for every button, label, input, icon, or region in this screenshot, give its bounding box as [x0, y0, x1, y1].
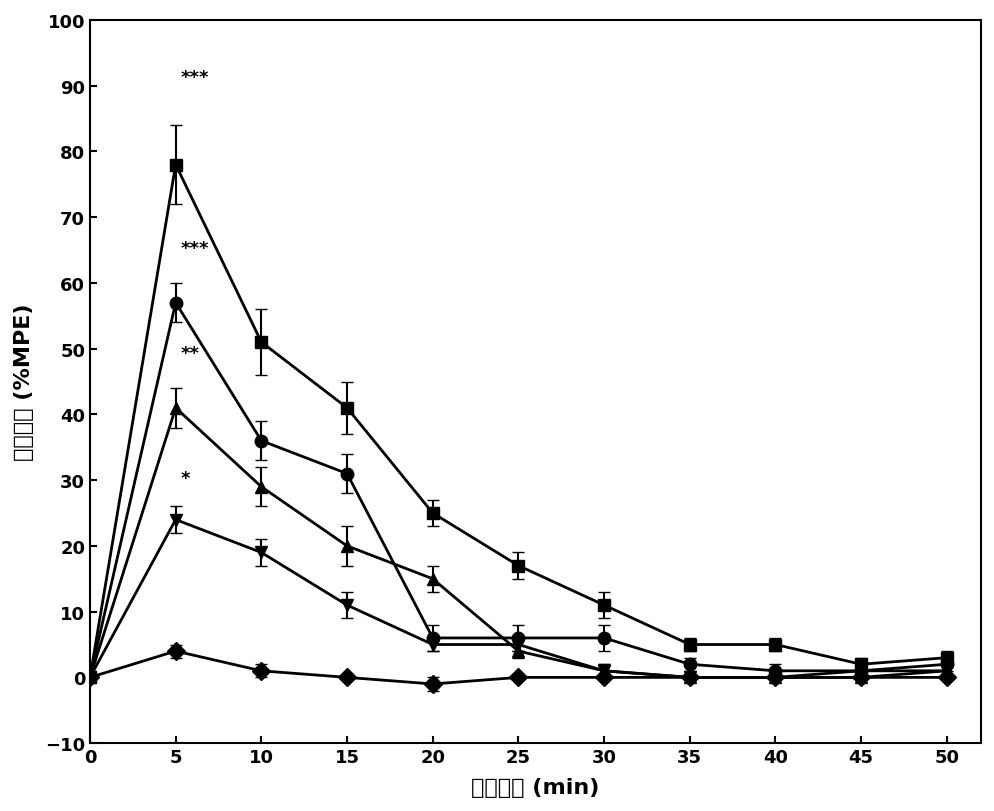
Text: *: *	[181, 469, 190, 487]
Text: ***: ***	[181, 239, 209, 257]
X-axis label: 测量时间 (min): 测量时间 (min)	[471, 777, 599, 797]
Y-axis label: 镇痛活性 (%MPE): 镇痛活性 (%MPE)	[14, 303, 34, 461]
Text: ***: ***	[181, 69, 209, 87]
Text: **: **	[181, 345, 200, 363]
